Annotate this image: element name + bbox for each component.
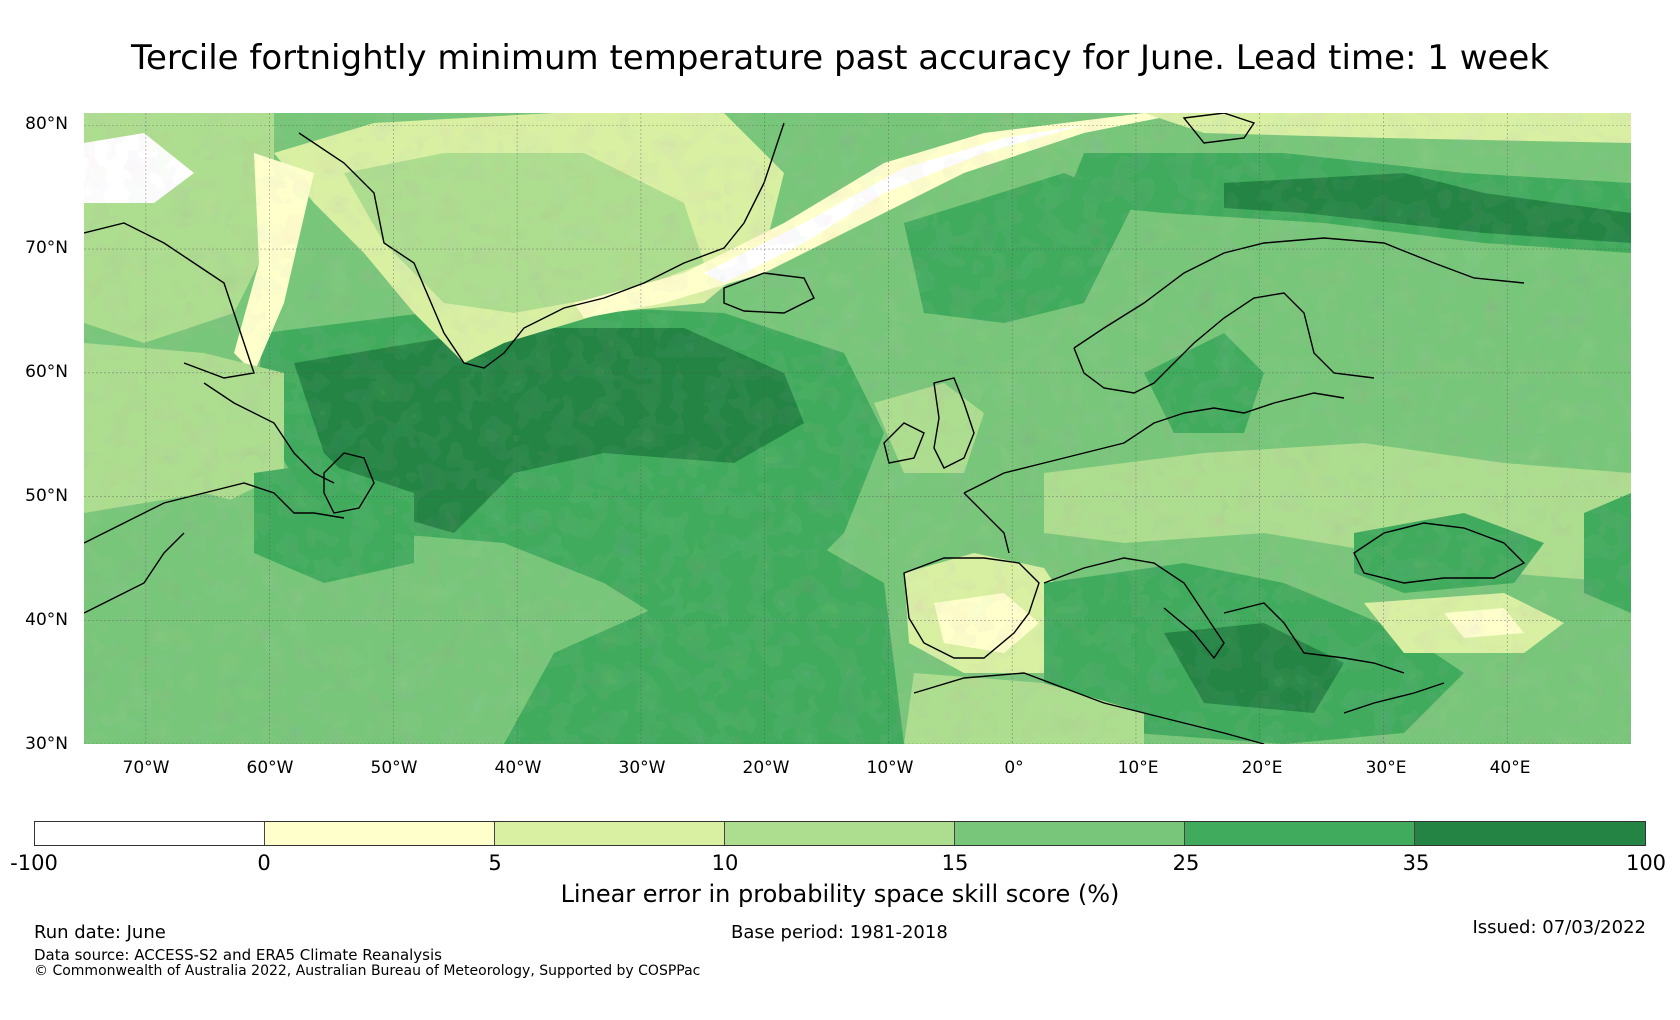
- lon-label: 20°E: [1241, 758, 1283, 778]
- lon-label: 50°W: [370, 758, 418, 778]
- colorbar-tick: -100: [10, 851, 58, 875]
- colorbar-label: Linear error in probability space skill …: [560, 880, 1120, 908]
- lat-label: 70°N: [25, 238, 68, 258]
- lon-label: 30°E: [1365, 758, 1407, 778]
- lon-label: 10°E: [1117, 758, 1159, 778]
- map-canvas: [84, 113, 1631, 744]
- lat-label: 40°N: [25, 610, 68, 630]
- coastlines: [84, 113, 1526, 744]
- map-title: Tercile fortnightly minimum temperature …: [130, 38, 1550, 78]
- lon-label: 30°W: [618, 758, 666, 778]
- lon-label: 40°W: [494, 758, 542, 778]
- lat-label: 30°N: [25, 734, 68, 754]
- lon-label: 20°W: [742, 758, 790, 778]
- data-source: Data source: ACCESS-S2 and ERA5 Climate …: [34, 946, 442, 964]
- run-date: Run date: June: [34, 922, 166, 943]
- colorbar-segment: [264, 822, 495, 845]
- lat-label: 60°N: [25, 362, 68, 382]
- copyright: © Commonwealth of Australia 2022, Austra…: [34, 963, 701, 979]
- colorbar-tick: 5: [488, 851, 502, 875]
- issued-date: Issued: 07/03/2022: [1472, 917, 1646, 938]
- lon-label: 40°E: [1489, 758, 1531, 778]
- colorbar-segment: [954, 822, 1185, 845]
- skill-score-map: [84, 113, 1631, 744]
- colorbar-tick: 0: [257, 851, 271, 875]
- lon-label: 60°W: [246, 758, 294, 778]
- colorbar-tick: 25: [1172, 851, 1200, 875]
- colorbar-segment: [1414, 822, 1645, 845]
- lon-label: 10°W: [866, 758, 914, 778]
- lat-label: 50°N: [25, 486, 68, 506]
- lon-label: 0°: [1004, 758, 1024, 778]
- colorbar-tick: 10: [711, 851, 739, 875]
- graticule: [84, 113, 1631, 744]
- colorbar-tick: 15: [941, 851, 969, 875]
- grid-texture-overlay: [84, 113, 1631, 744]
- colorbar-segment: [494, 822, 725, 845]
- base-period: Base period: 1981-2018: [731, 922, 948, 943]
- lon-label: 70°W: [122, 758, 170, 778]
- colorbar-segment: [1184, 822, 1415, 845]
- colorbar-tick: 100: [1625, 851, 1667, 875]
- colorbar-segment: [35, 822, 265, 845]
- colorbar-segment: [724, 822, 955, 845]
- colorbar-tick: 35: [1402, 851, 1430, 875]
- colorbar: [34, 821, 1646, 846]
- lat-label: 80°N: [25, 114, 68, 134]
